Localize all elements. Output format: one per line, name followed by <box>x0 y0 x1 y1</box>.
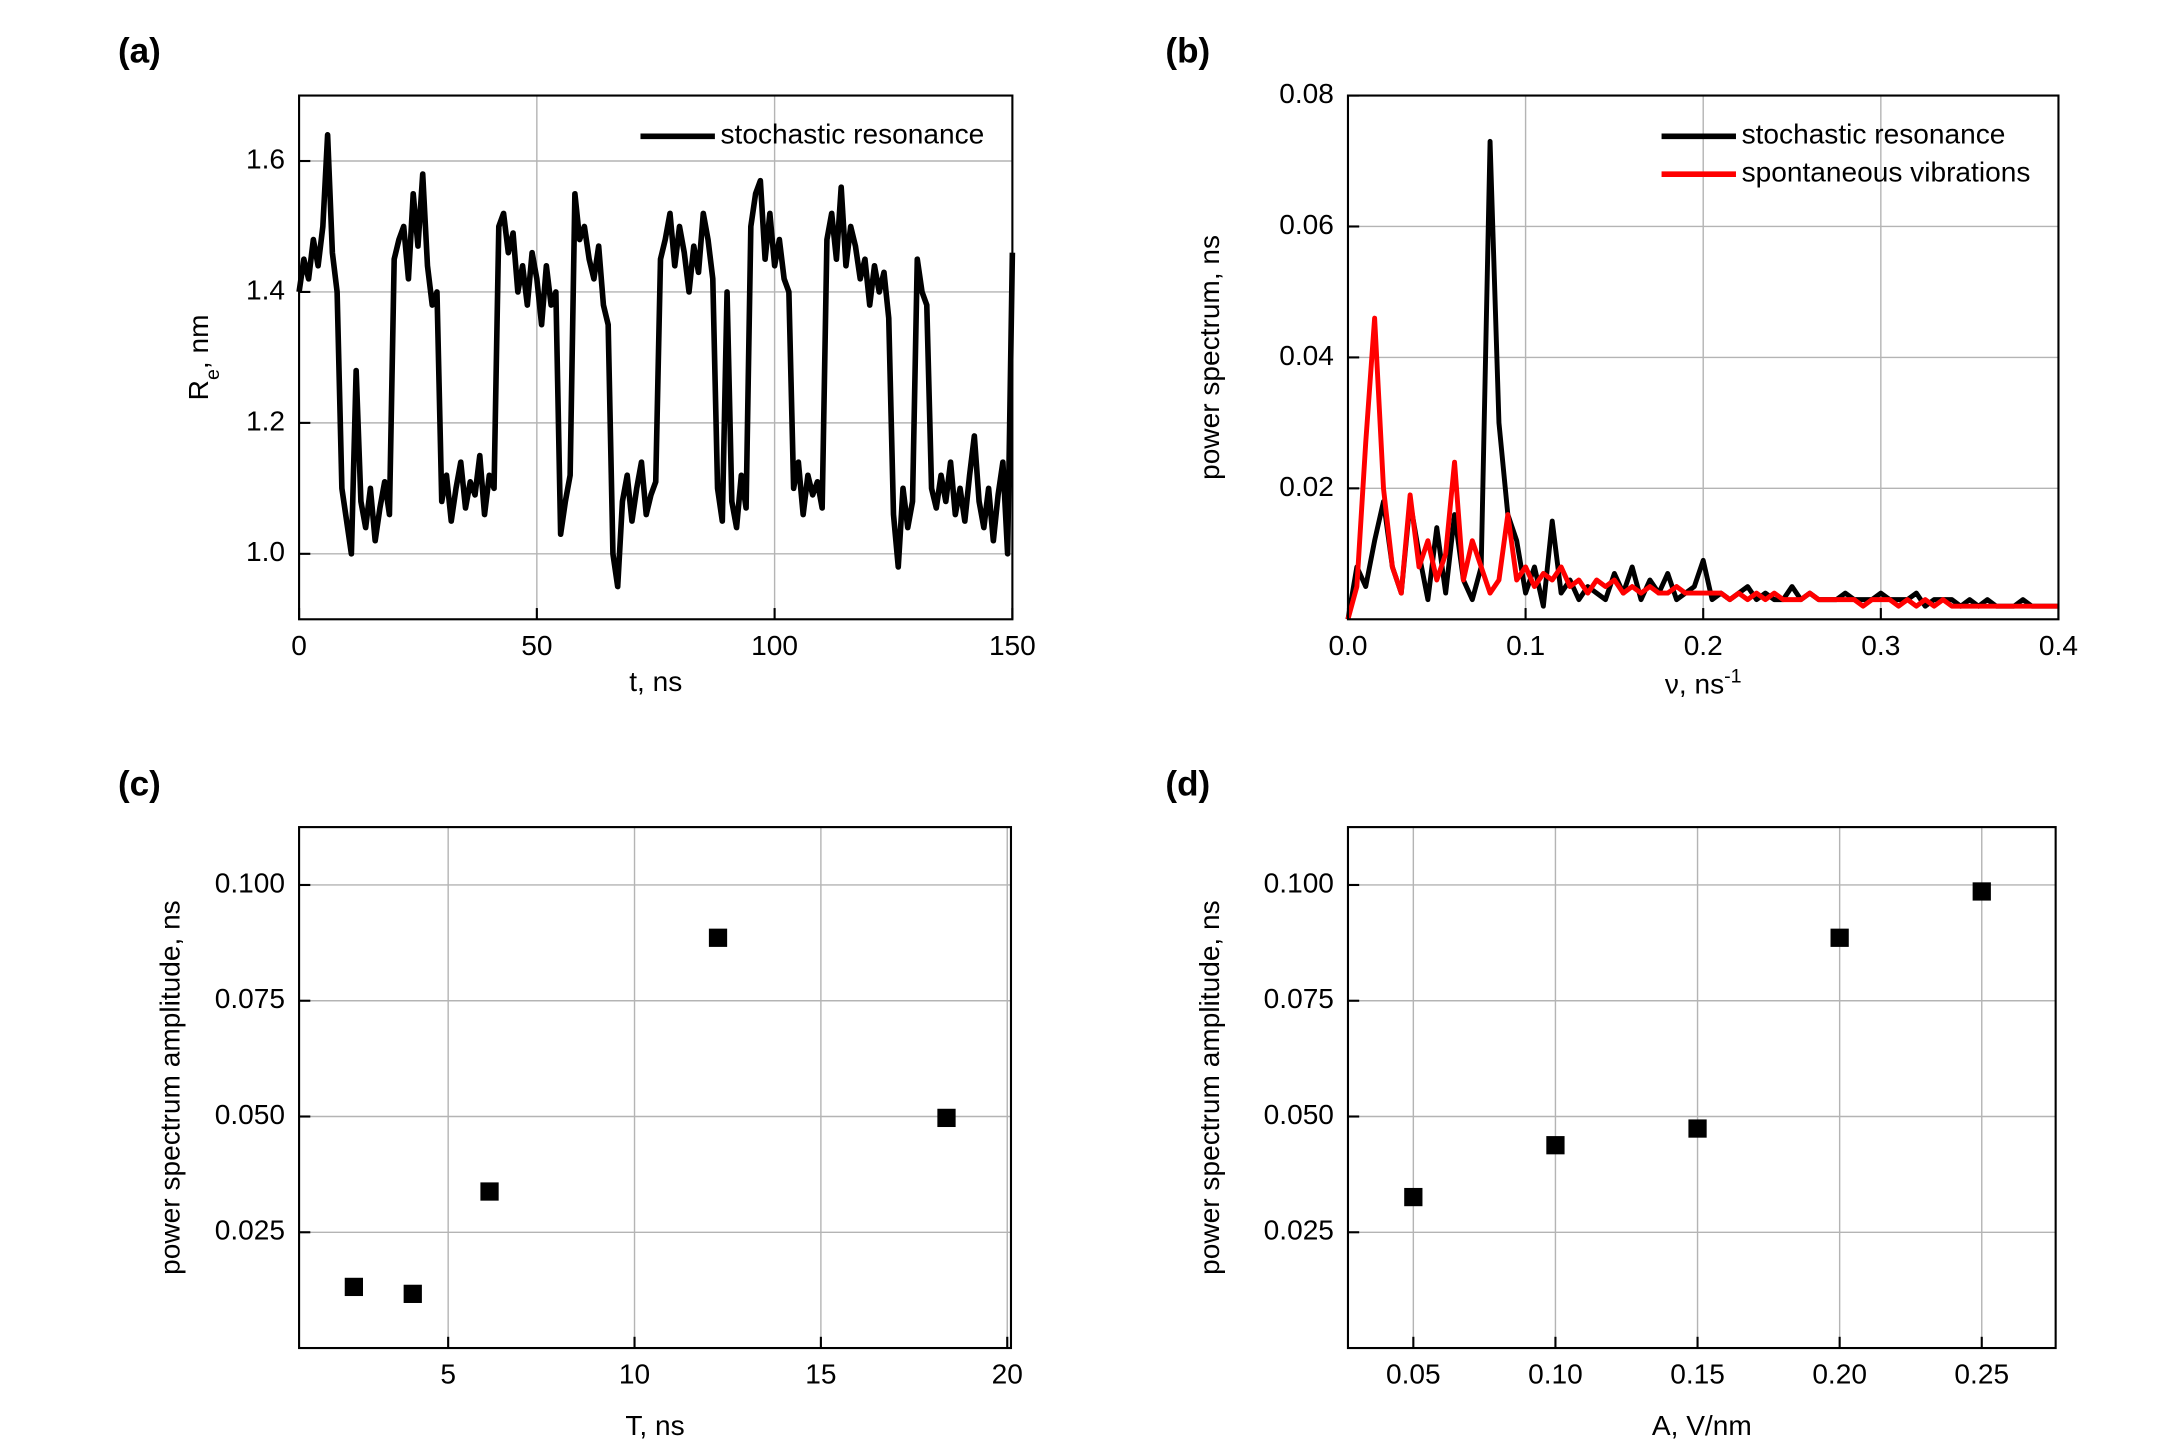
data-point <box>1546 1136 1565 1155</box>
y-tick-label: 1.0 <box>246 536 285 567</box>
panel-label: (d) <box>1165 765 1210 804</box>
x-tick-label: 0 <box>291 630 307 661</box>
legend-label: spontaneous vibrations <box>1742 157 2031 188</box>
plot-frame <box>1346 94 2060 621</box>
y-tick-label: 0.025 <box>1264 1215 1334 1246</box>
y-axis-label-part: , nm <box>183 315 214 370</box>
panel-label: (a) <box>118 32 161 71</box>
x-tick-label: 0.25 <box>1954 1359 2009 1390</box>
plot-frame <box>1346 826 2057 1350</box>
data-point <box>403 1284 422 1303</box>
data-point <box>708 928 728 947</box>
plot-frame <box>298 94 1014 621</box>
plot-frame <box>298 826 1013 1350</box>
x-tick-label: 20 <box>992 1359 1023 1390</box>
y-tick-label: 0.100 <box>1264 867 1334 898</box>
y-tick-label: 0.100 <box>215 867 285 898</box>
y-tick-label: 0.050 <box>1264 1099 1334 1130</box>
y-axis-label: power spectrum amplitude, ns <box>155 900 186 1275</box>
data-point <box>1688 1119 1707 1138</box>
y-tick-label: 1.6 <box>246 143 285 174</box>
x-axis-label: t, ns <box>629 666 682 697</box>
data-point <box>1972 882 1991 901</box>
legend-label: stochastic resonance <box>1742 119 2006 150</box>
data-point <box>344 1277 363 1297</box>
y-tick-label: 0.04 <box>1279 340 1334 371</box>
y-tick-label: 1.2 <box>246 405 285 436</box>
x-tick-label: 0.05 <box>1386 1359 1441 1390</box>
x-tick-label: 0.0 <box>1328 630 1367 661</box>
data-point <box>480 1182 499 1201</box>
data-line <box>1345 315 2059 620</box>
panel-label: (b) <box>1165 32 1210 71</box>
x-tick-label: 15 <box>805 1359 836 1390</box>
x-axis-label: T, ns <box>625 1410 684 1441</box>
y-tick-label: 0.025 <box>215 1215 285 1246</box>
y-tick-label: 0.06 <box>1279 209 1334 240</box>
x-tick-label: 150 <box>989 630 1036 661</box>
y-tick-label: 1.4 <box>246 274 285 305</box>
y-axis-label-part: e <box>202 369 224 380</box>
x-tick-label: 50 <box>521 630 552 661</box>
data-point <box>1404 1187 1423 1207</box>
y-axis-label: power spectrum amplitude, ns <box>1194 900 1225 1275</box>
data-line <box>296 132 1016 590</box>
panel-label: (c) <box>118 765 161 804</box>
y-tick-label: 0.08 <box>1279 78 1334 109</box>
x-tick-label: 100 <box>751 630 798 661</box>
x-tick-label: 0.4 <box>2039 630 2078 661</box>
x-axis-label-part: -1 <box>1724 666 1741 688</box>
x-axis-label-part: ν, ns <box>1665 669 1724 700</box>
x-tick-label: 10 <box>619 1359 650 1390</box>
x-tick-label: 0.10 <box>1528 1359 1583 1390</box>
y-tick-label: 0.075 <box>215 983 285 1014</box>
data-point <box>937 1108 956 1128</box>
data-point <box>1830 928 1849 947</box>
x-tick-label: 0.20 <box>1812 1359 1867 1390</box>
y-tick-label: 0.075 <box>1264 983 1334 1014</box>
x-tick-label: 0.1 <box>1506 630 1545 661</box>
x-axis-label: A, V/nm <box>1652 1410 1752 1441</box>
x-tick-label: 5 <box>440 1359 456 1390</box>
y-axis-label-part: R <box>183 380 214 400</box>
x-tick-label: 0.2 <box>1684 630 1723 661</box>
y-tick-label: 0.02 <box>1279 471 1334 502</box>
y-axis-label: power spectrum, ns <box>1194 235 1225 480</box>
y-axis-label: Re, nm <box>183 315 224 401</box>
x-axis-label: ν, ns-1 <box>1665 666 1742 700</box>
y-tick-label: 0.050 <box>215 1099 285 1130</box>
x-tick-label: 0.3 <box>1861 630 1900 661</box>
x-tick-label: 0.15 <box>1670 1359 1725 1390</box>
legend-label: stochastic resonance <box>721 119 985 150</box>
